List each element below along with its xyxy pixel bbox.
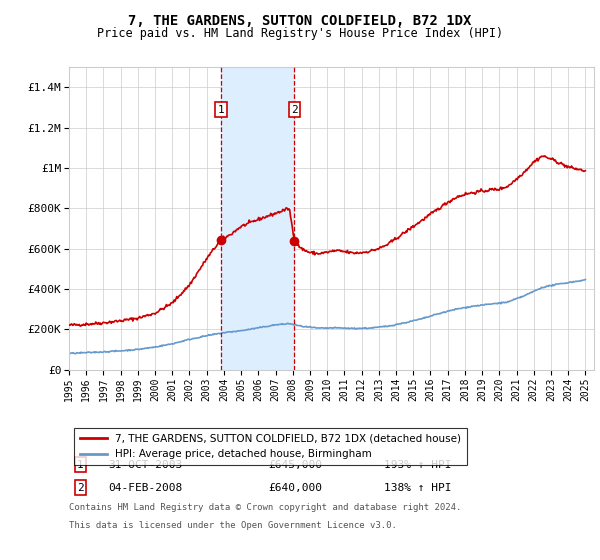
Bar (221, 67, 295, 370)
Text: 1: 1 (77, 460, 84, 470)
Text: Contains HM Land Registry data © Crown copyright and database right 2024.: Contains HM Land Registry data © Crown c… (69, 503, 461, 512)
Text: £645,000: £645,000 (269, 460, 323, 470)
Text: 193% ↑ HPI: 193% ↑ HPI (384, 460, 452, 470)
Text: 2: 2 (291, 105, 298, 115)
Text: Price paid vs. HM Land Registry's House Price Index (HPI): Price paid vs. HM Land Registry's House … (97, 27, 503, 40)
Text: 138% ↑ HPI: 138% ↑ HPI (384, 483, 452, 493)
Text: This data is licensed under the Open Government Licence v3.0.: This data is licensed under the Open Gov… (69, 521, 397, 530)
Legend: 7, THE GARDENS, SUTTON COLDFIELD, B72 1DX (detached house), HPI: Average price, : 7, THE GARDENS, SUTTON COLDFIELD, B72 1D… (74, 428, 467, 465)
Text: 2: 2 (77, 483, 84, 493)
Text: 31-OCT-2003: 31-OCT-2003 (109, 460, 182, 470)
Text: 1: 1 (218, 105, 224, 115)
Text: 7, THE GARDENS, SUTTON COLDFIELD, B72 1DX: 7, THE GARDENS, SUTTON COLDFIELD, B72 1D… (128, 14, 472, 28)
Text: 04-FEB-2008: 04-FEB-2008 (109, 483, 182, 493)
Text: £640,000: £640,000 (269, 483, 323, 493)
